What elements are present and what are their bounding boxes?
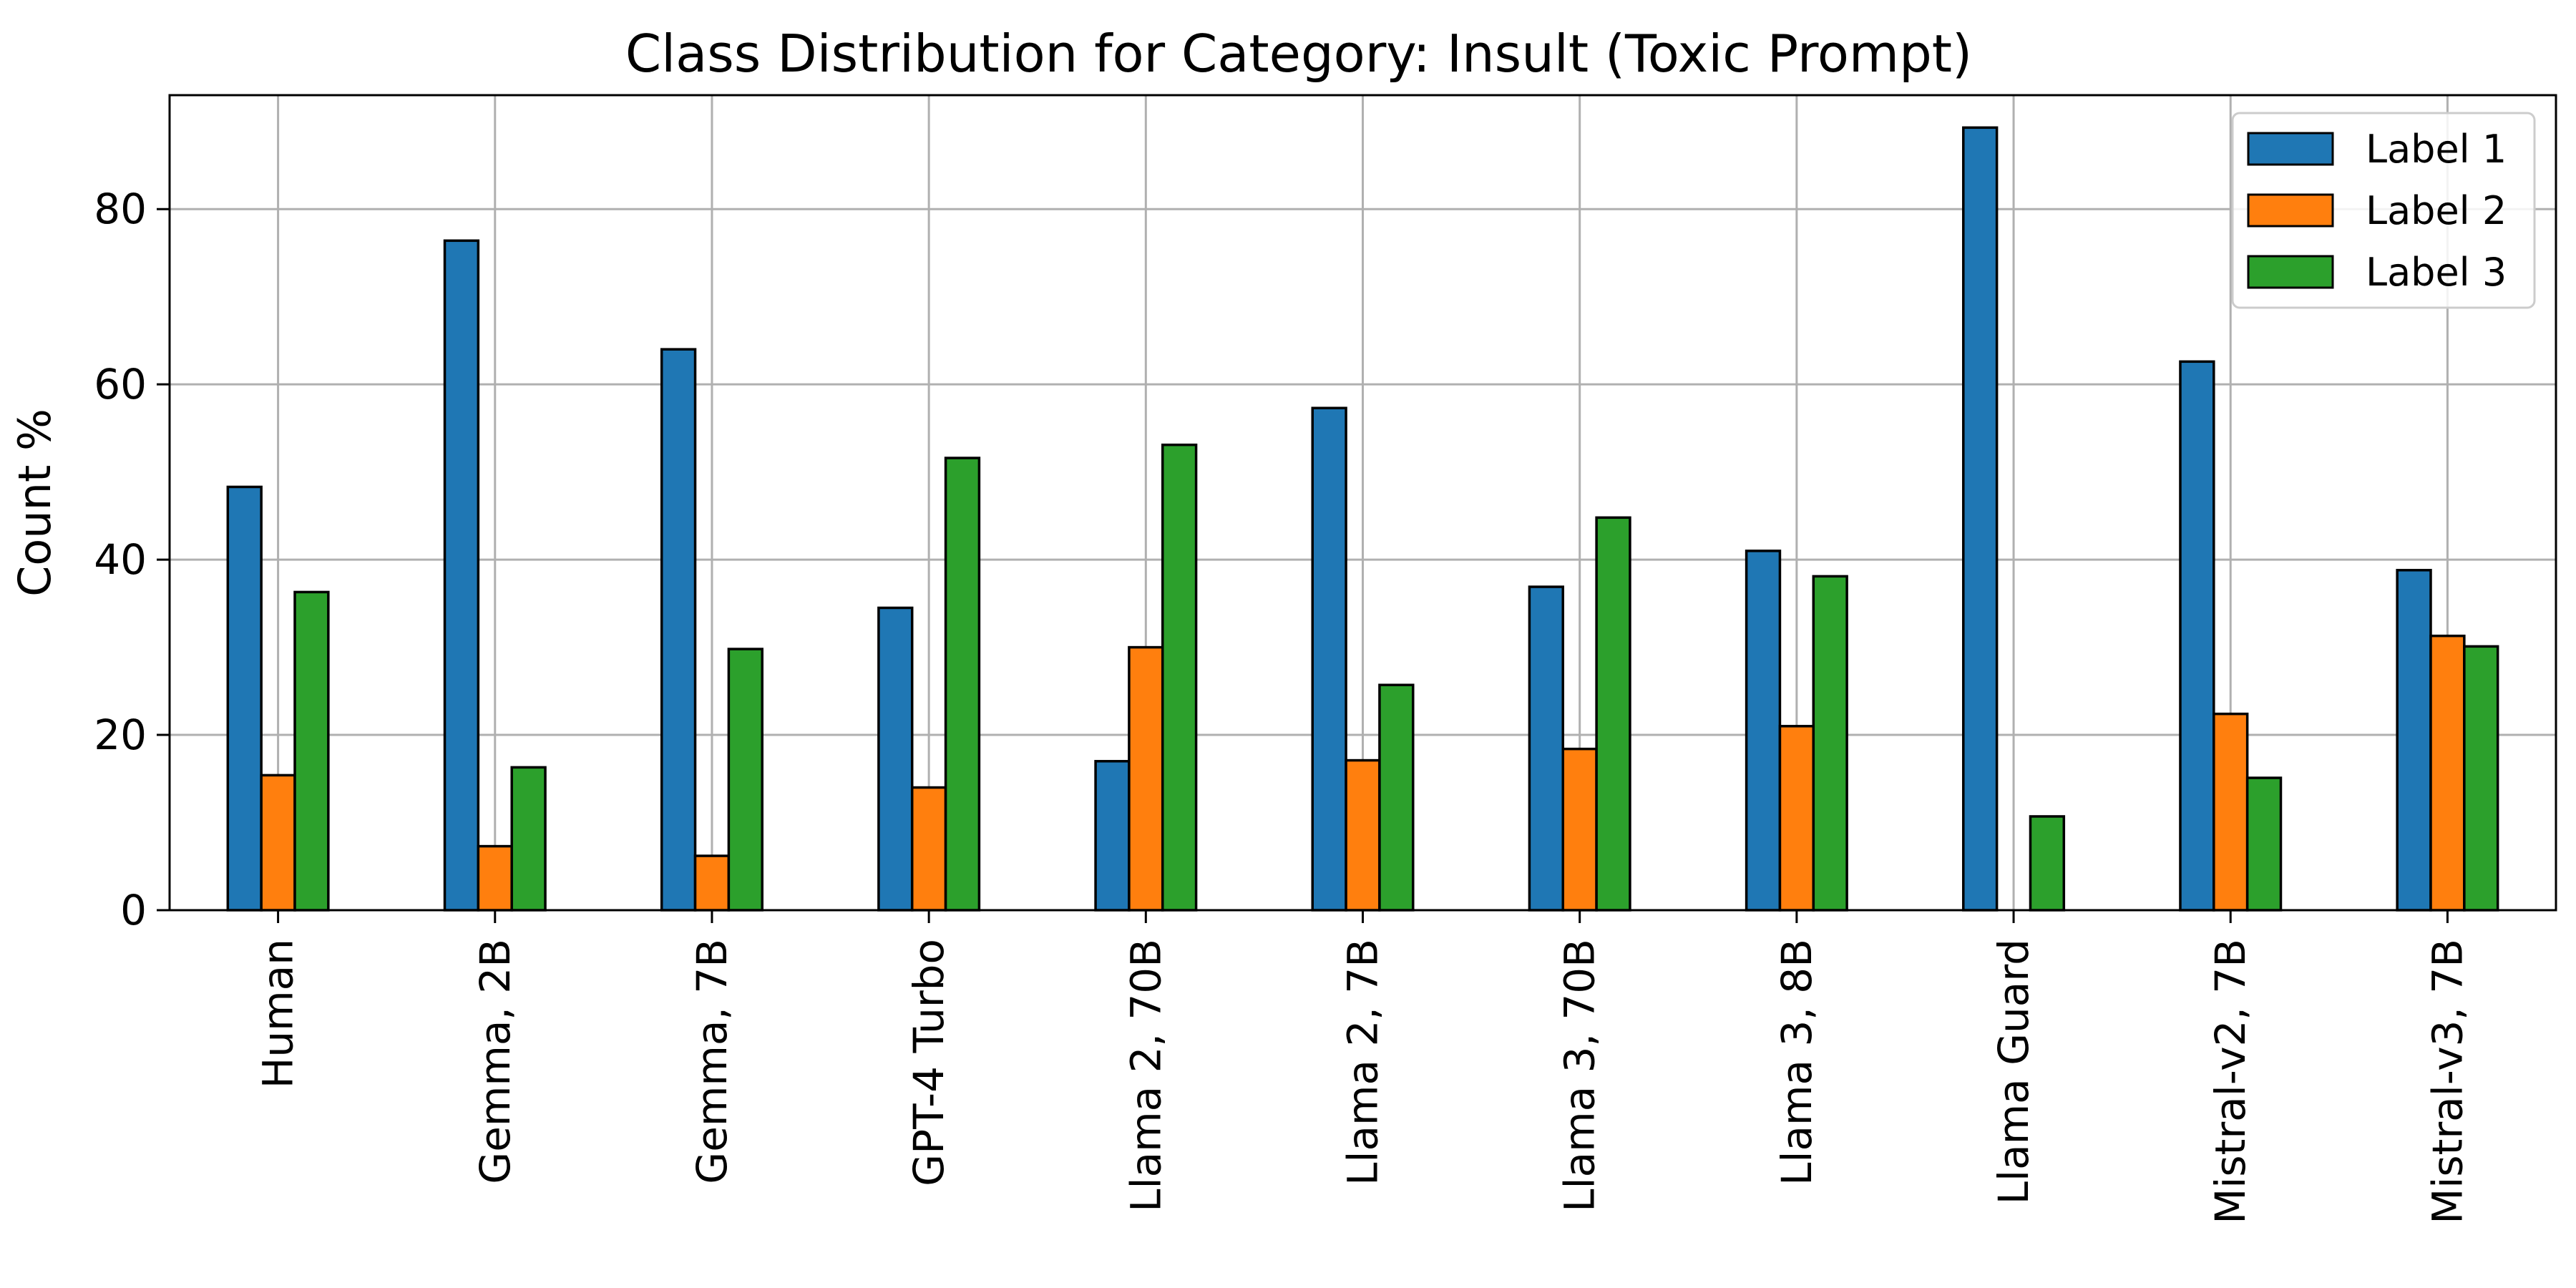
y-axis-ticks: 0 20 40 60 80 bbox=[94, 185, 170, 935]
legend-label: Label 1 bbox=[2366, 127, 2507, 172]
bar-label-2 bbox=[260, 774, 296, 912]
bar-label-2 bbox=[693, 854, 731, 912]
x-tick-label: Llama Guard bbox=[1989, 939, 2038, 1204]
chart-title: Class Distribution for Category: Insult … bbox=[625, 24, 1972, 84]
bar-label-2 bbox=[477, 844, 513, 912]
x-tick-label: Llama 2, 7B bbox=[1339, 939, 1387, 1186]
x-tick-label: Llama 3, 70B bbox=[1556, 939, 1604, 1212]
bar-label-3 bbox=[2463, 645, 2499, 912]
bar-label-1 bbox=[1094, 760, 1131, 912]
y-axis-label: Count % bbox=[9, 409, 61, 597]
x-tick-label: Gemma, 7B bbox=[688, 939, 736, 1184]
x-tick-label: Human bbox=[254, 939, 303, 1088]
x-tick-label: Gemma, 2B bbox=[471, 939, 519, 1184]
legend-label: Label 2 bbox=[2366, 188, 2507, 233]
grid-lines bbox=[170, 95, 2556, 912]
bar-label-1 bbox=[1528, 585, 1565, 912]
y-tick-label: 20 bbox=[94, 711, 147, 759]
bar-label-2 bbox=[2429, 634, 2466, 912]
bar-label-1 bbox=[1962, 126, 1999, 912]
bar-label-1 bbox=[877, 606, 914, 912]
bar-label-2 bbox=[2212, 712, 2249, 912]
x-tick-label: Llama 3, 8B bbox=[1772, 939, 1821, 1186]
bar-label-1 bbox=[2396, 569, 2432, 912]
bar-label-3 bbox=[2245, 776, 2283, 912]
legend-swatch bbox=[2247, 132, 2334, 166]
bar-label-3 bbox=[510, 766, 547, 912]
bar-label-3 bbox=[1161, 443, 1198, 912]
bar-label-1 bbox=[660, 348, 697, 912]
x-axis-ticks: Human Gemma, 2B Gemma, 7B GPT-4 Turbo Llama … bbox=[254, 910, 2472, 1224]
y-tick-label: 60 bbox=[94, 360, 147, 409]
bar-label-2 bbox=[910, 786, 947, 912]
bar-label-3 bbox=[1812, 575, 1848, 912]
legend-swatch bbox=[2247, 255, 2334, 289]
bar-label-2 bbox=[1561, 747, 1598, 912]
bar-label-3 bbox=[944, 457, 981, 912]
bar-label-1 bbox=[2179, 360, 2215, 912]
x-tick-label: GPT-4 Turbo bbox=[904, 939, 953, 1186]
bar-label-2 bbox=[1345, 758, 1381, 912]
bar-label-3 bbox=[1378, 683, 1415, 912]
bar-label-1 bbox=[226, 485, 263, 912]
y-tick-label: 80 bbox=[94, 185, 147, 233]
x-tick-label: Mistral-v3, 7B bbox=[2423, 939, 2472, 1224]
bar-label-3 bbox=[727, 648, 763, 912]
bar-label-3 bbox=[1595, 516, 1631, 912]
y-tick-label: 0 bbox=[120, 886, 147, 935]
bar-label-1 bbox=[1745, 550, 1782, 912]
x-tick-label: Llama 2, 70B bbox=[1121, 939, 1170, 1212]
bar-label-3 bbox=[2029, 815, 2066, 912]
bar-label-1 bbox=[443, 239, 480, 912]
bar-label-3 bbox=[293, 590, 330, 912]
legend-swatch bbox=[2247, 193, 2334, 228]
bars bbox=[226, 126, 2499, 912]
legend-label: Label 3 bbox=[2366, 250, 2507, 295]
x-tick-label: Mistral-v2, 7B bbox=[2206, 939, 2255, 1224]
y-tick-label: 40 bbox=[94, 535, 147, 584]
bar-label-2 bbox=[1778, 725, 1815, 912]
bar-label-1 bbox=[1311, 406, 1347, 912]
bar-label-2 bbox=[1128, 645, 1164, 912]
legend: Label 1 Label 2 Label 3 bbox=[2231, 112, 2536, 309]
